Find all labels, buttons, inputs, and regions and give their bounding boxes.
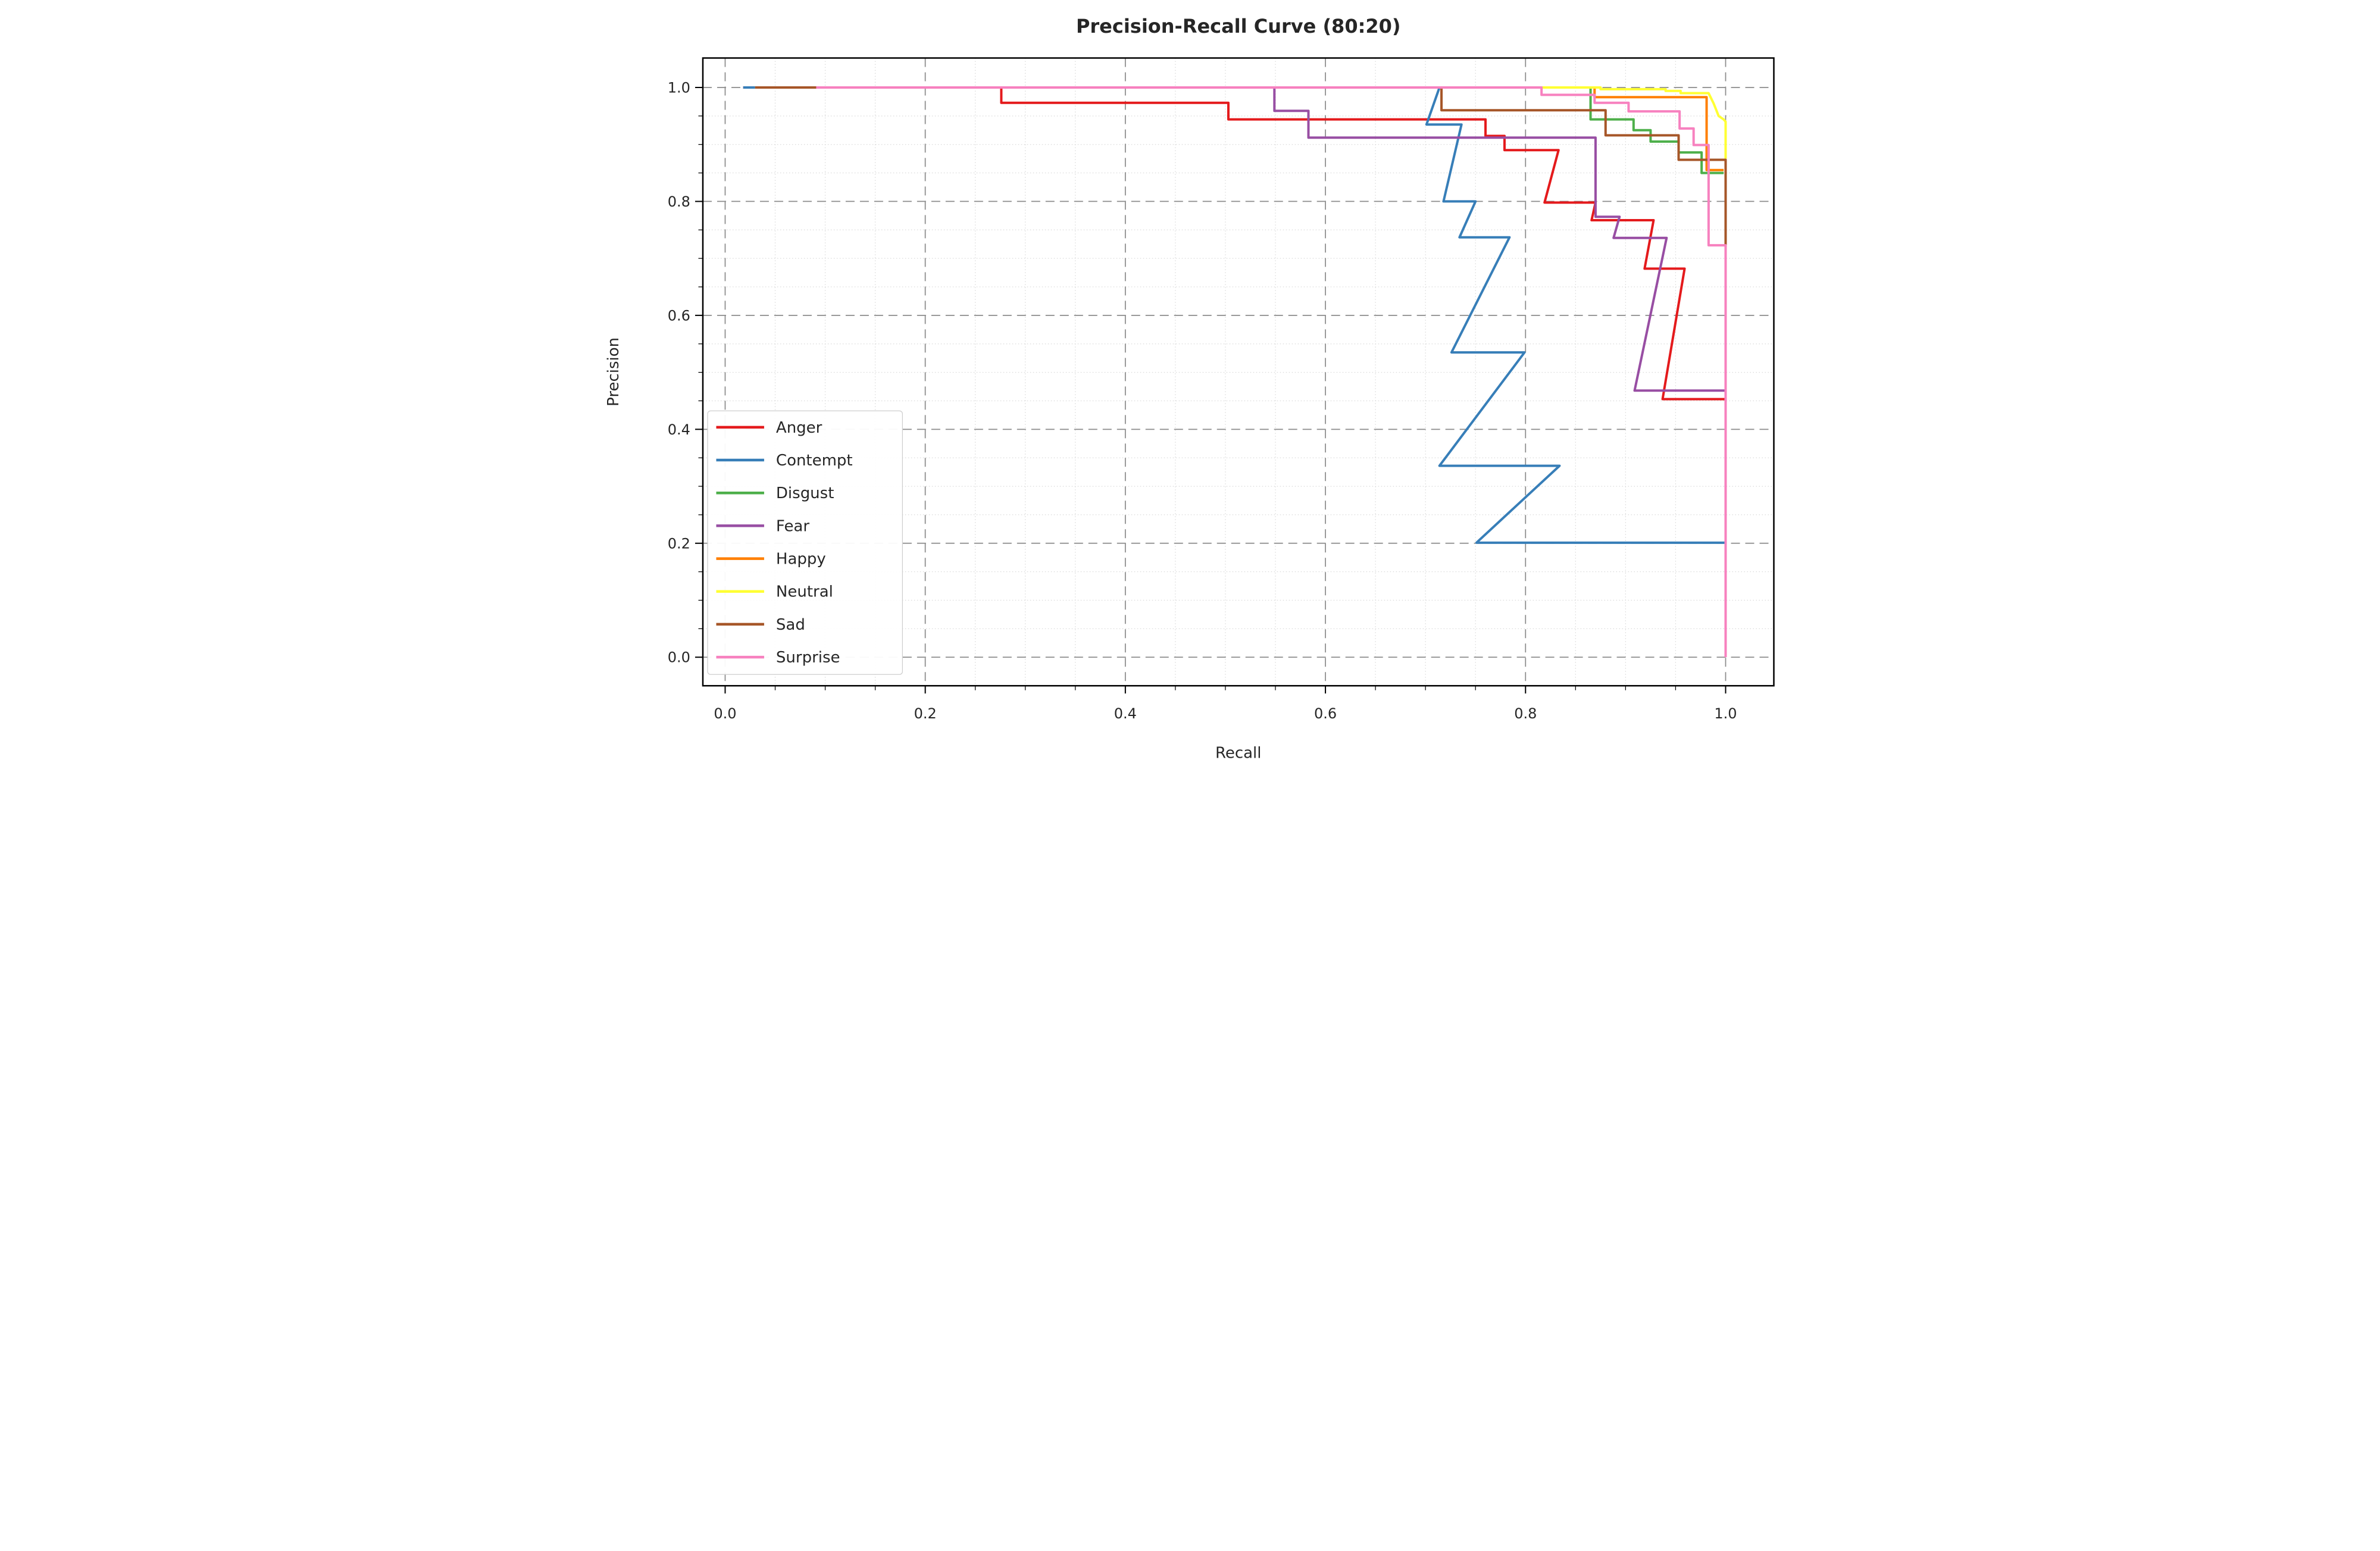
legend: Anger Contempt Disgust Fear Happy Neutral Sad S… [707,410,903,675]
legend-item-contempt: Contempt [716,452,853,470]
legend-box [707,410,903,675]
x-tick-label: 0.0 [714,705,736,722]
y-tick-label: 0.4 [668,421,690,438]
curve-sad [755,86,1727,247]
curve-fear [755,86,1726,392]
legend-label-anger: Anger [776,419,822,437]
y-tick-label: 0.8 [668,193,690,210]
plot-border [702,57,1775,687]
legend-label-surprise: Surprise [776,649,840,667]
legend-label-disgust: Disgust [776,484,834,502]
legend-label-happy: Happy [776,551,826,568]
y-tick-label: 0.6 [668,307,690,324]
x-tick-label: 0.2 [914,705,937,722]
legend-item-neutral: Neutral [716,583,833,601]
chart-title: Precision-Recall Curve (80:20) [1076,15,1401,37]
y-tick-label: 0.0 [668,649,690,666]
legend-item-fear: Fear [716,517,809,535]
y-tick-labels: 0.0 0.2 0.4 0.6 0.8 1.0 [668,79,690,665]
x-tick-labels: 0.0 0.2 0.4 0.6 0.8 1.0 [714,705,1737,722]
legend-label-contempt: Contempt [776,452,853,470]
y-tick-label: 1.0 [668,79,690,96]
x-tick-label: 0.8 [1514,705,1537,722]
legend-label-sad: Sad [776,616,805,634]
x-tick-label: 1.0 [1714,705,1737,722]
x-axis-label: Recall [1215,745,1262,762]
y-tick-label: 0.2 [668,535,690,552]
curve-contempt [743,86,1726,544]
curve-anger [743,86,1726,401]
curve-happy [755,86,1724,171]
legend-item-happy: Happy [716,551,826,568]
pr-curve-figure: 0.0 0.2 0.4 0.6 0.8 1.0 0.0 0.2 0.4 0.6 0.8 1.0 Pr… [595,0,1785,776]
curve-disgust [755,86,1724,174]
legend-item-anger: Anger [716,419,822,437]
legend-label-fear: Fear [776,517,809,535]
legend-item-disgust: Disgust [716,484,834,502]
y-axis-label: Precision [605,337,623,406]
legend-label-neutral: Neutral [776,583,833,601]
axis-ticks [695,86,1727,694]
legend-item-surprise: Surprise [716,649,840,667]
pr-curves [743,86,1727,658]
pr-chart-svg: 0.0 0.2 0.4 0.6 0.8 1.0 0.0 0.2 0.4 0.6 0.8 1.0 Pr… [595,0,1785,776]
curve-neutral [755,86,1727,159]
x-tick-label: 0.4 [1114,705,1137,722]
x-tick-label: 0.6 [1314,705,1337,722]
legend-item-sad: Sad [716,616,805,634]
curve-surprise [816,86,1727,658]
